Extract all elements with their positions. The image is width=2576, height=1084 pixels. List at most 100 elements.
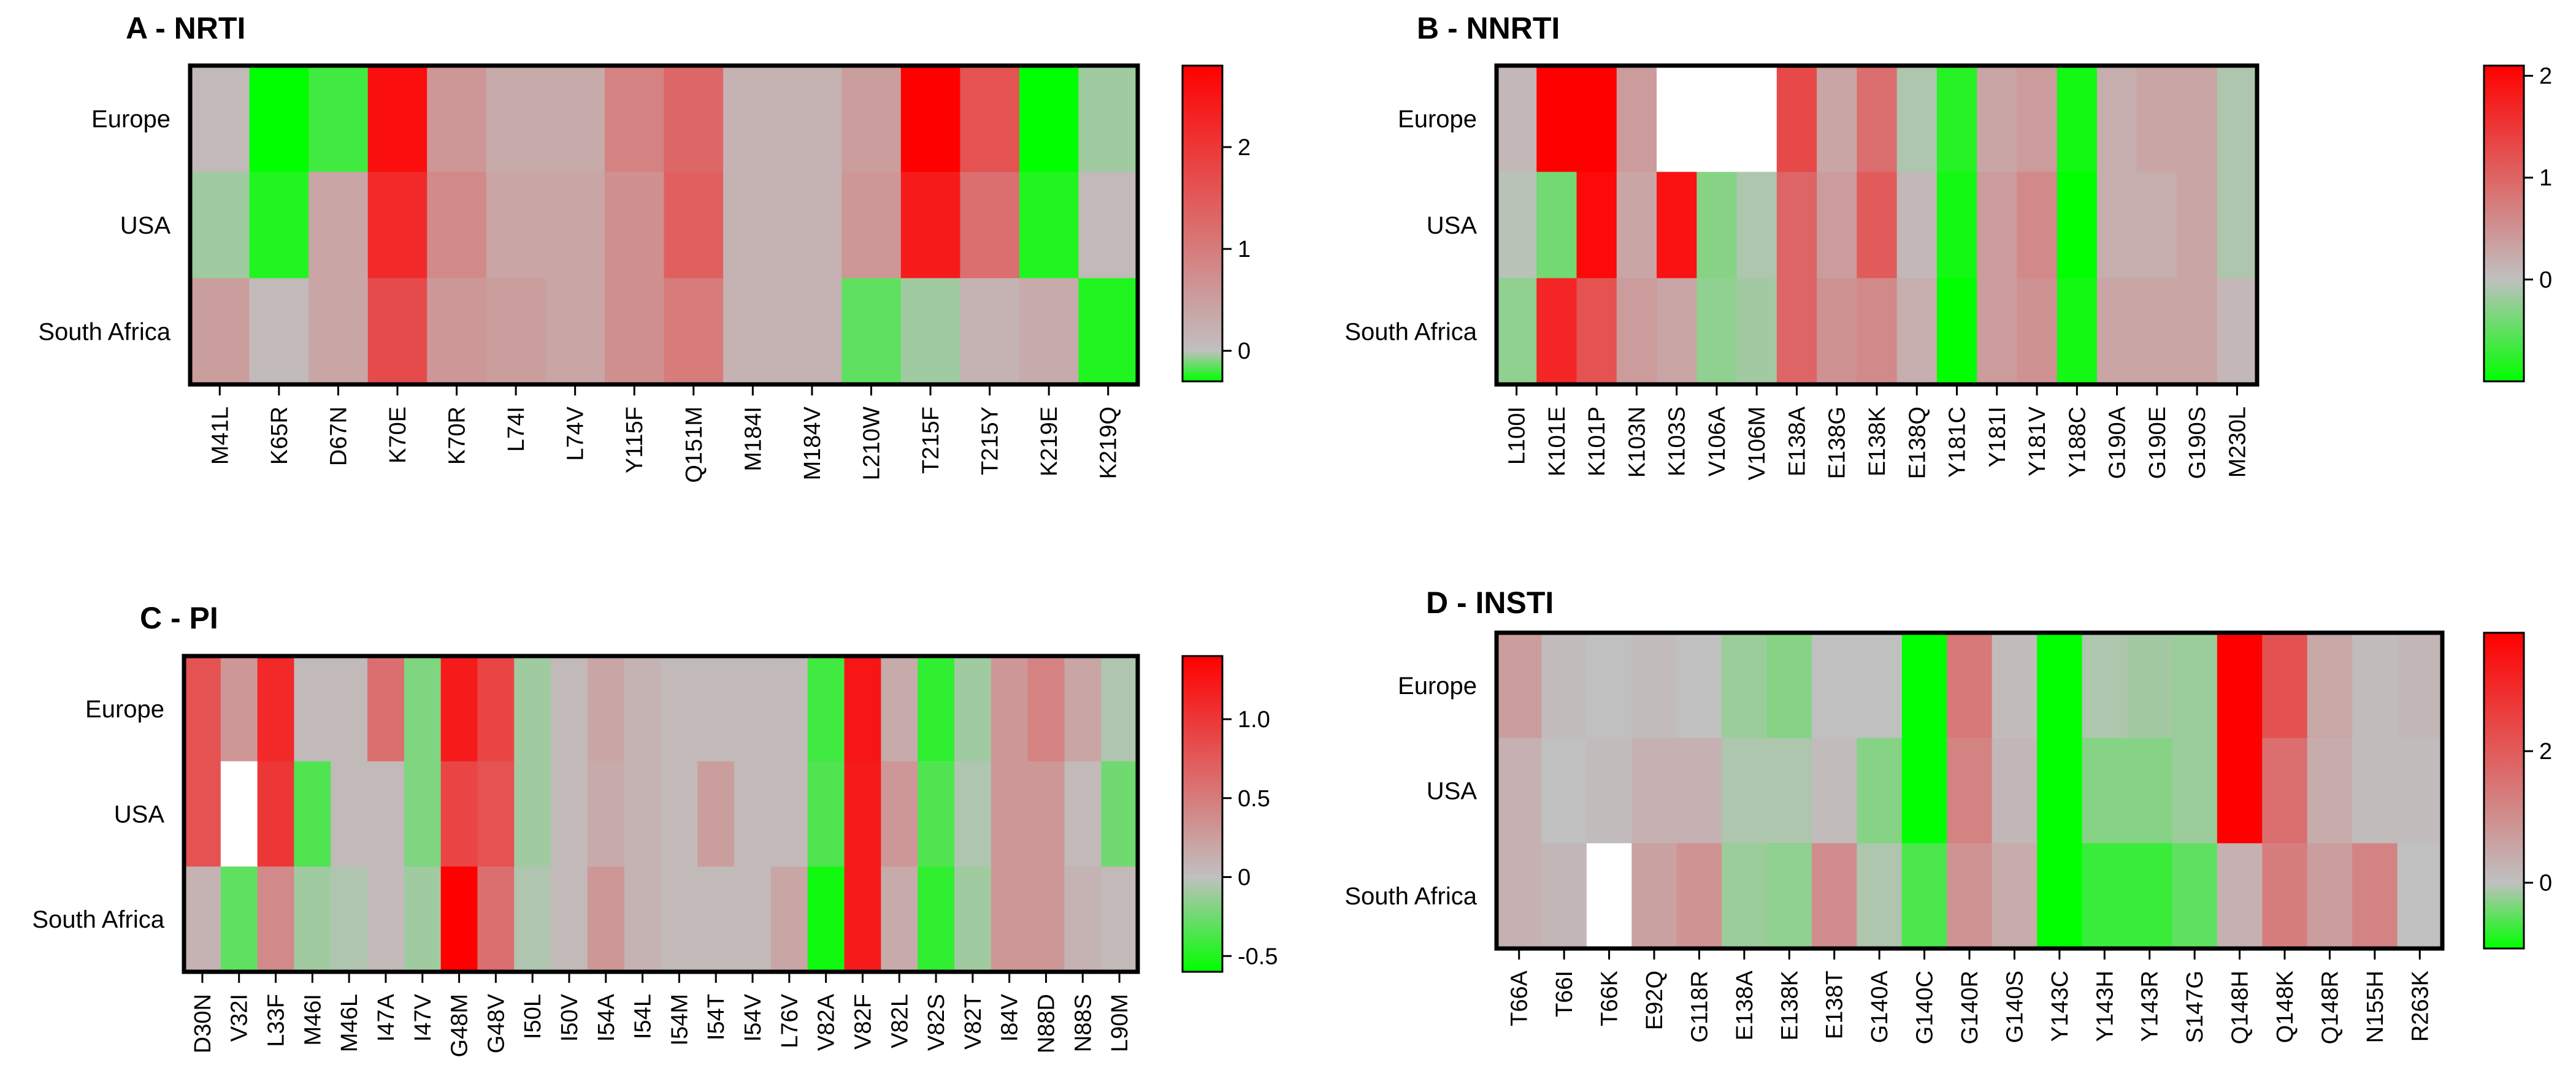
column-label: K70E xyxy=(385,406,411,464)
colorbar xyxy=(1181,64,1224,383)
heatmap-cell xyxy=(844,761,881,867)
heatmap-cell xyxy=(723,278,783,385)
heatmap-cell xyxy=(1977,172,2018,279)
heatmap-cell xyxy=(2262,633,2308,739)
column-label: R263K xyxy=(2407,971,2433,1042)
heatmap-cell xyxy=(881,866,918,972)
heatmap-cell xyxy=(661,866,698,972)
heatmap-cell xyxy=(1857,172,1898,279)
heatmap-cell xyxy=(257,866,295,972)
column-label: I50V xyxy=(557,993,583,1042)
heatmap-cell xyxy=(367,172,427,279)
heatmap-cell xyxy=(367,66,427,172)
heatmap-cell xyxy=(1064,761,1102,867)
heatmap-cell xyxy=(1736,66,1777,172)
column-label: I84V xyxy=(997,993,1023,1042)
heatmap-cell xyxy=(2017,66,2058,172)
heatmap-cell xyxy=(1901,633,1947,739)
heatmap-cell xyxy=(624,866,662,972)
heatmap-cell xyxy=(2177,66,2218,172)
column-label: Y181C xyxy=(1945,406,1971,478)
column-label: G140A xyxy=(1867,970,1893,1043)
heatmap-cell xyxy=(551,866,588,972)
heatmap-frame xyxy=(1494,630,2445,951)
heatmap-cell xyxy=(1027,656,1065,762)
heatmap-cell xyxy=(1896,172,1938,279)
heatmap-cell xyxy=(1676,843,1722,949)
column-label: L74V xyxy=(563,406,589,460)
heatmap-cell xyxy=(2082,843,2128,949)
heatmap-cell xyxy=(807,761,845,867)
heatmap-cell xyxy=(960,278,1020,385)
heatmap-cell xyxy=(604,66,665,172)
column-label: V106A xyxy=(1704,406,1730,476)
column-label: N88S xyxy=(1070,994,1096,1052)
heatmap-cell xyxy=(900,66,960,172)
heatmap-cell xyxy=(1497,633,1543,739)
heatmap-cell xyxy=(1812,633,1858,739)
heatmap-cell xyxy=(2057,278,2098,385)
heatmap-cell xyxy=(1576,172,1617,279)
column-label: Y181V xyxy=(2025,406,2050,476)
column-label: K101E xyxy=(1544,406,1570,476)
heatmap-cell xyxy=(1947,843,1993,949)
heatmap-cell xyxy=(604,278,665,385)
colorbar-tick-label: 0 xyxy=(2539,267,2552,293)
heatmap-frame xyxy=(188,63,1140,387)
heatmap-cell xyxy=(844,656,881,762)
colorbar-tick-label: 1.0 xyxy=(1238,707,1270,733)
heatmap-cell xyxy=(587,761,625,867)
heatmap-cell xyxy=(1616,278,1657,385)
row-label: Europe xyxy=(91,106,171,133)
heatmap-cell xyxy=(1936,172,1977,279)
column-label: T66K xyxy=(1597,971,1623,1026)
colorbar-tick-label: 2 xyxy=(1238,135,1251,161)
heatmap-cell xyxy=(624,761,662,867)
heatmap-cell xyxy=(1857,633,1903,739)
heatmap-cell xyxy=(2172,633,2218,739)
heatmap-cell xyxy=(486,172,546,279)
heatmap-cell xyxy=(514,866,551,972)
heatmap-cell xyxy=(1947,738,1993,844)
column-label: I54A xyxy=(594,993,619,1042)
heatmap-cell xyxy=(960,172,1020,279)
heatmap-cell xyxy=(1936,66,1977,172)
heatmap-cell xyxy=(918,866,955,972)
heatmap-cell xyxy=(249,66,309,172)
colorbar-tick-label: -0.5 xyxy=(1238,944,1278,969)
column-label: G48M xyxy=(447,994,473,1057)
heatmap-cell xyxy=(1736,278,1777,385)
heatmap-cell xyxy=(220,866,258,972)
heatmap-cell xyxy=(2307,843,2353,949)
column-label: L74I xyxy=(504,406,529,452)
row-label: Europe xyxy=(85,696,164,723)
heatmap-frame xyxy=(1494,63,2260,387)
heatmap-cell xyxy=(257,656,295,762)
heatmap-cell xyxy=(404,656,442,762)
heatmap-cell xyxy=(190,172,250,279)
heatmap-cell xyxy=(841,278,902,385)
column-label: Y181I xyxy=(1985,406,2011,467)
heatmap-cell xyxy=(991,761,1029,867)
column-label: T215Y xyxy=(978,406,1003,475)
heatmap-cell xyxy=(1101,761,1138,867)
colorbar-tick-label: 0 xyxy=(1238,338,1251,364)
heatmap-cell xyxy=(991,866,1029,972)
column-label: I47A xyxy=(374,993,399,1042)
heatmap-cell xyxy=(514,656,551,762)
panel-3: C - PI Europe USA South Africa D30N V32I L33F M… xyxy=(32,601,1278,1057)
heatmap-cell xyxy=(881,761,918,867)
heatmap-cell xyxy=(309,66,369,172)
colorbar-tick-label: 1 xyxy=(2539,166,2552,191)
heatmap-cell xyxy=(367,278,427,385)
heatmap-cell xyxy=(697,656,735,762)
heatmap-cell xyxy=(1586,633,1632,739)
heatmap-cell xyxy=(1586,738,1632,844)
heatmap-cell xyxy=(1722,843,1768,949)
heatmap-cell xyxy=(2352,738,2398,844)
colorbar xyxy=(2483,64,2525,383)
heatmap-cell xyxy=(2172,738,2218,844)
heatmap-cell xyxy=(954,656,992,762)
column-label: S147G xyxy=(2182,971,2208,1043)
heatmap-cell xyxy=(1857,278,1898,385)
